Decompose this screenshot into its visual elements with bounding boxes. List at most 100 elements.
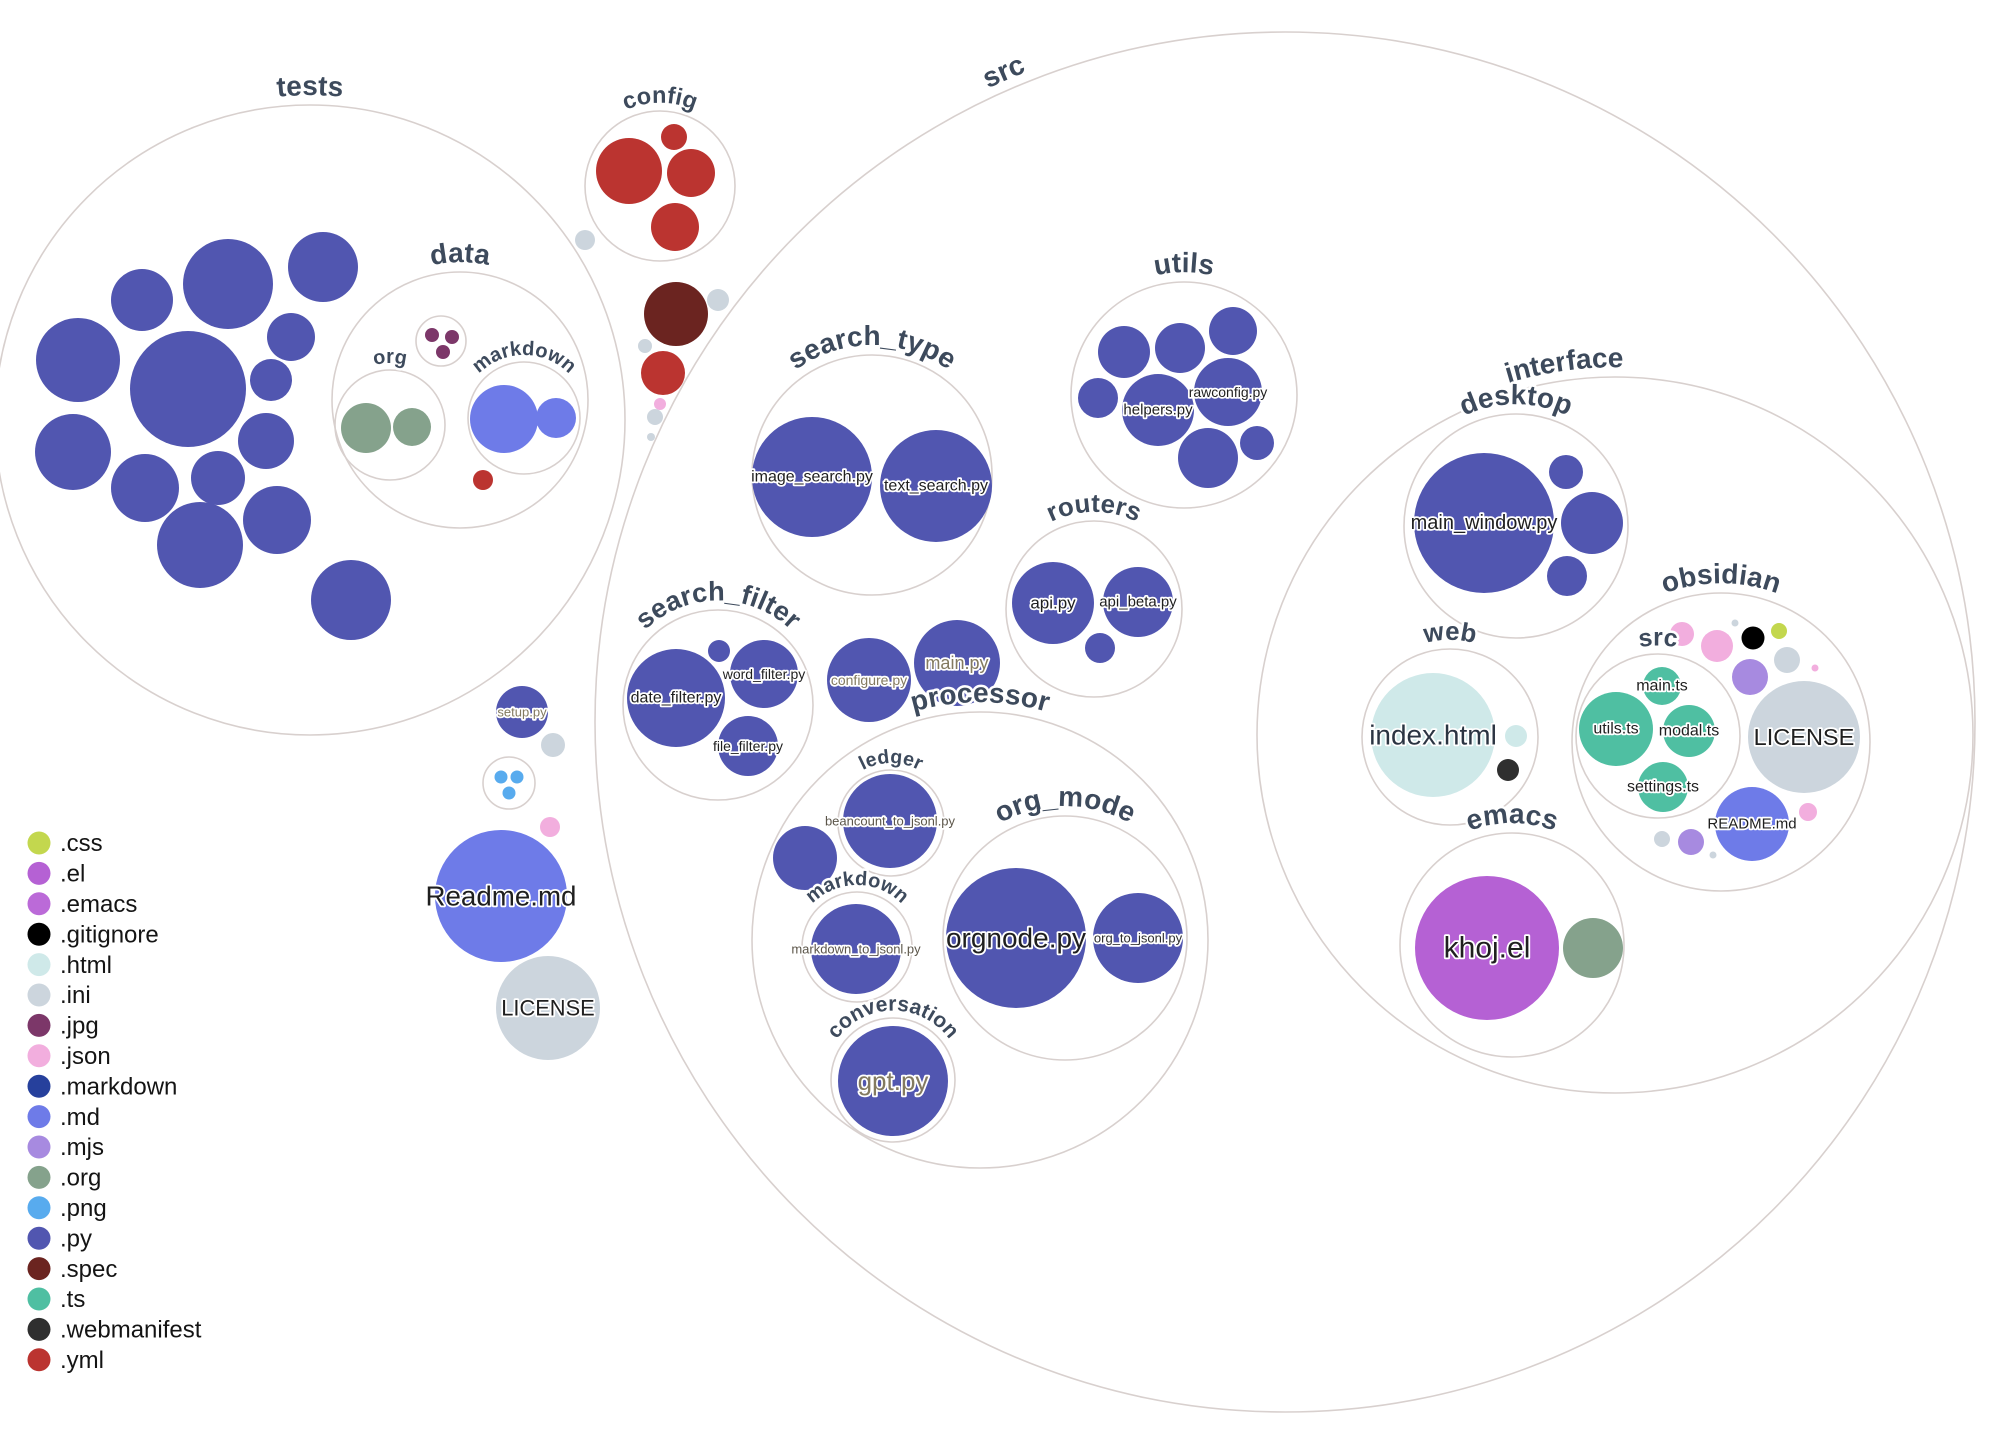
file-label-license-obs: LICENSE xyxy=(1754,724,1855,750)
dir-label-md-dir: markdown xyxy=(468,338,580,378)
file-label-markdown-jsonl: markdown_to_jsonl.py xyxy=(791,942,921,957)
file-circle-t-py-13 xyxy=(243,486,311,554)
file-circle-root-ini-a xyxy=(707,289,729,311)
file-circle-main-py xyxy=(914,620,1000,706)
legend-swatch-yml xyxy=(27,1348,51,1372)
legend-label-webmanifest: .webmanifest xyxy=(60,1317,202,1344)
file-circle-u-py-2 xyxy=(1155,323,1205,373)
file-circle-sf-py xyxy=(708,640,730,662)
legend-label-jpg: .jpg xyxy=(60,1013,99,1040)
file-circle-u-py-4 xyxy=(1078,378,1118,418)
dir-circle-search-filter xyxy=(622,609,814,801)
file-circle-t-py-8 xyxy=(238,413,294,469)
file-circle-settings-ts xyxy=(1638,762,1688,812)
legend-swatch-org xyxy=(27,1165,51,1189)
file-circle-helpers xyxy=(1122,374,1194,446)
file-circle-readme-obs xyxy=(1715,787,1789,861)
file-label-khoj-el: khoj.el xyxy=(1444,932,1531,965)
dir-circle-desktop xyxy=(1403,413,1629,639)
file-circle-root-ini-c xyxy=(638,339,652,353)
file-label-main-ts: main.ts xyxy=(1636,678,1688,695)
file-circle-t-py-12 xyxy=(157,502,243,588)
dir-label-search-type: search_type xyxy=(782,320,962,375)
dir-circle-tests xyxy=(0,104,626,736)
file-circle-main-ts xyxy=(1643,667,1681,705)
file-circle-t-py-3 xyxy=(111,269,173,331)
file-circle-root-ini-e xyxy=(647,433,655,441)
circles-layer xyxy=(0,31,1976,1413)
legend-swatch-ini xyxy=(27,983,51,1007)
legend-swatch-html xyxy=(27,953,51,977)
legend-label-json: .json xyxy=(60,1043,111,1070)
file-circle-jpg-3 xyxy=(436,345,450,359)
file-circle-root-ini-f xyxy=(541,733,565,757)
dir-label-src: src xyxy=(978,49,1029,94)
dir-circle-png-dir xyxy=(482,756,536,810)
file-label-readme-obs: README.md xyxy=(1707,816,1796,833)
dir-circle-config xyxy=(584,110,736,262)
file-circle-o-ini-1 xyxy=(1731,619,1739,627)
file-circle-d-py-2 xyxy=(1561,492,1623,554)
legend-swatch-py xyxy=(27,1226,51,1250)
file-circle-png-3 xyxy=(502,786,516,800)
dir-label-tests: tests xyxy=(275,70,344,103)
file-label-image-search: image_search.py xyxy=(751,469,873,486)
legend-swatch-png xyxy=(27,1196,51,1220)
legend-label-emacs: .emacs xyxy=(60,891,137,918)
file-label-orgnode: orgnode.py xyxy=(946,923,1086,954)
legend-label-ini: .ini xyxy=(60,982,91,1009)
legend-label-png: .png xyxy=(60,1195,107,1222)
file-label-main-window: main_window.py xyxy=(1411,512,1558,534)
dir-circle-utils xyxy=(1070,281,1298,509)
file-circle-org-1 xyxy=(341,403,391,453)
file-circle-o-ini-2 xyxy=(1774,647,1800,673)
dir-circle-obs-src xyxy=(1575,653,1741,819)
file-label-org-jsonl: org_to_jsonl.py xyxy=(1094,931,1183,946)
dir-circle-org-mode xyxy=(942,815,1188,1061)
file-circle-t-py-1 xyxy=(183,239,273,329)
file-circle-root-json-b xyxy=(540,817,560,837)
legend-swatch-el xyxy=(27,861,51,885)
file-circle-w-html-dot xyxy=(1505,725,1527,747)
file-circle-t-py-9 xyxy=(35,414,111,490)
file-circle-t-py-11 xyxy=(191,451,245,505)
legend-label-org: .org xyxy=(60,1165,101,1192)
legend-label-ts: .ts xyxy=(60,1286,85,1313)
legend-swatch-json xyxy=(27,1044,51,1068)
legend-swatch-spec xyxy=(27,1257,51,1281)
dir-label-data: data xyxy=(428,237,493,271)
legend-swatch-md xyxy=(27,1105,51,1129)
legend-swatch-webmanifest xyxy=(27,1317,51,1341)
legend-label-md: .md xyxy=(60,1104,100,1131)
legend-label-gitignore: .gitignore xyxy=(60,921,159,948)
dir-circle-emacs xyxy=(1399,832,1625,1058)
file-circle-d-py-1 xyxy=(1549,455,1583,489)
file-circle-t-py-6 xyxy=(130,331,246,447)
dir-circle-conversation xyxy=(830,1017,956,1143)
file-label-main-py: main.py xyxy=(925,653,988,673)
file-circle-o-json-2 xyxy=(1701,630,1733,662)
file-circle-license-obs xyxy=(1748,681,1860,793)
file-label-readme-md: Readme.md xyxy=(426,881,577,912)
file-circle-setup-py xyxy=(496,686,548,738)
dir-circle-search-type xyxy=(751,354,993,596)
dir-circle-md-proc xyxy=(801,891,913,1003)
file-circle-root-json-a xyxy=(654,398,666,410)
dir-label-config: config xyxy=(619,82,702,115)
file-circle-beancount xyxy=(843,774,937,868)
file-circle-root-ini-d xyxy=(647,409,663,425)
file-circle-readme-md xyxy=(435,830,567,962)
dir-circle-ledger xyxy=(837,769,945,877)
file-circle-cfg-yml-2 xyxy=(661,124,687,150)
file-label-api-py: api.py xyxy=(1030,594,1076,613)
file-circle-md-1 xyxy=(470,385,538,453)
file-label-rawconfig: rawconfig.py xyxy=(1189,384,1268,400)
file-label-beancount: beancount_to_jsonl.py xyxy=(825,814,956,829)
file-circle-t-py-2 xyxy=(288,232,358,302)
dir-label-org-dir: org xyxy=(371,346,408,370)
file-label-helpers: helpers.py xyxy=(1123,402,1193,419)
file-circle-o-png xyxy=(1650,632,1660,642)
file-circle-word-filter xyxy=(730,640,798,708)
dir-circle-src xyxy=(594,31,1976,1413)
file-label-configure-py: configure.py xyxy=(831,672,907,688)
